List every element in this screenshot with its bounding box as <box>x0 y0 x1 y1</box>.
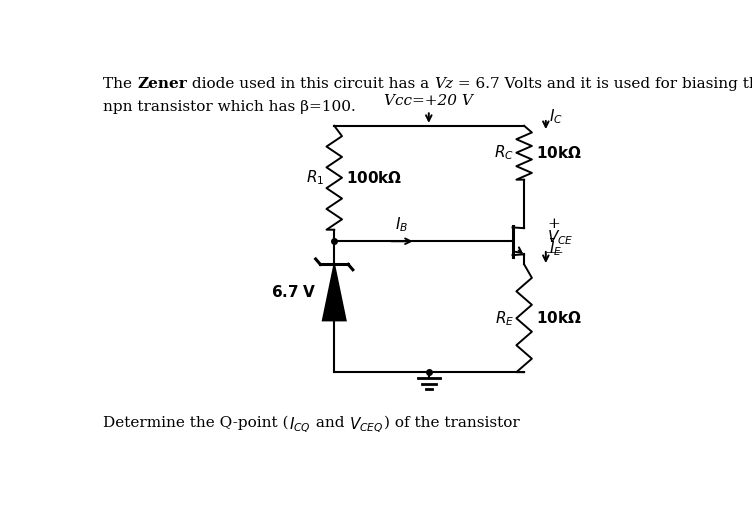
Text: $R_1$: $R_1$ <box>306 168 324 187</box>
Text: ―: ― <box>547 245 562 259</box>
Text: $V_{CE}$: $V_{CE}$ <box>547 228 574 247</box>
Text: Vcc=+20 V: Vcc=+20 V <box>384 94 473 108</box>
Text: Determine the Q-point (: Determine the Q-point ( <box>103 416 289 431</box>
Text: $V_{CEQ}$: $V_{CEQ}$ <box>349 416 384 435</box>
Text: $I_{CQ}$: $I_{CQ}$ <box>289 416 311 435</box>
Text: $I_B$: $I_B$ <box>396 215 408 234</box>
Text: ) of the transistor: ) of the transistor <box>384 416 520 430</box>
Text: Determine the Q-point (: Determine the Q-point ( <box>103 416 289 431</box>
Text: +: + <box>547 217 560 231</box>
Text: $\mathbf{6.7\ V}$: $\mathbf{6.7\ V}$ <box>271 285 317 300</box>
Text: $I_C$: $I_C$ <box>549 107 562 126</box>
Polygon shape <box>323 264 346 321</box>
Text: $\bar{I}_E$: $\bar{I}_E$ <box>549 237 562 259</box>
Text: = 6.7 Volts and it is used for biasing the: = 6.7 Volts and it is used for biasing t… <box>453 77 752 91</box>
Text: $\mathbf{10k\Omega}$: $\mathbf{10k\Omega}$ <box>535 310 581 326</box>
Text: Zener: Zener <box>137 77 187 91</box>
Text: Vz: Vz <box>434 77 453 91</box>
Text: The: The <box>103 77 137 91</box>
Text: diode used in this circuit has a: diode used in this circuit has a <box>187 77 434 91</box>
Text: $\mathbf{10k\Omega}$: $\mathbf{10k\Omega}$ <box>535 145 581 161</box>
Text: and: and <box>311 416 349 430</box>
Text: $I_{CQ}$: $I_{CQ}$ <box>289 416 311 435</box>
Text: npn transistor which has β=100.: npn transistor which has β=100. <box>103 100 356 115</box>
Text: $\mathbf{100k\Omega}$: $\mathbf{100k\Omega}$ <box>346 169 402 186</box>
Text: $R_C$: $R_C$ <box>494 144 514 162</box>
Text: and: and <box>311 416 349 430</box>
Text: $R_E$: $R_E$ <box>495 309 514 328</box>
Text: $V_{CEQ}$: $V_{CEQ}$ <box>349 416 384 435</box>
